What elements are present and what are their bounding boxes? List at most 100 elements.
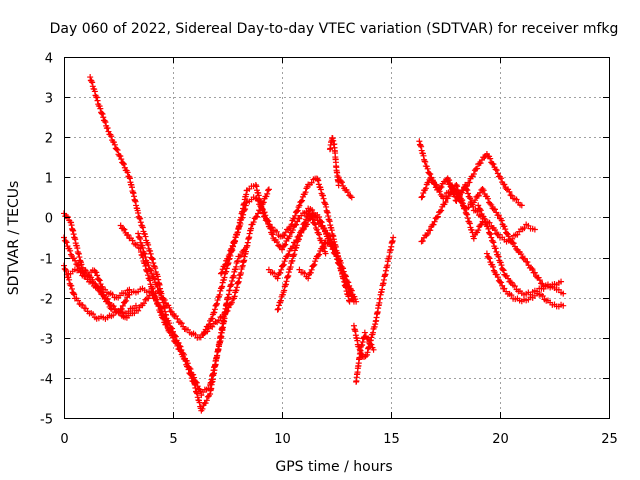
data-point: [507, 279, 514, 286]
data-point: [475, 202, 482, 209]
data-point: [322, 250, 329, 257]
data-point: [506, 188, 513, 195]
chart-title: Day 060 of 2022, Sidereal Day-to-day VTE…: [50, 21, 619, 37]
data-point: [281, 242, 288, 249]
data-point: [498, 217, 505, 224]
data-point: [370, 346, 377, 353]
data-point: [174, 315, 181, 322]
data-point: [118, 156, 125, 163]
data-point: [521, 255, 528, 262]
series-track-5: [87, 74, 248, 399]
data-point: [464, 187, 471, 194]
data-point: [108, 133, 115, 140]
data-point: [288, 221, 295, 228]
data-point: [338, 179, 345, 186]
data-point: [120, 161, 127, 168]
data-point: [455, 193, 462, 200]
data-point: [271, 270, 278, 277]
data-point: [110, 303, 117, 310]
data-point: [464, 211, 471, 218]
data-point: [96, 277, 103, 284]
data-point: [514, 231, 521, 238]
data-point: [145, 241, 152, 248]
data-point: [465, 190, 472, 197]
data-point: [281, 232, 288, 239]
data-point: [472, 197, 479, 204]
data-point: [226, 251, 233, 258]
data-point: [282, 241, 289, 248]
data-point: [238, 252, 245, 259]
data-point: [285, 226, 292, 233]
data-point: [438, 184, 445, 191]
data-point: [361, 329, 368, 336]
data-point: [211, 306, 218, 313]
y-tick-label: -5: [40, 413, 53, 428]
data-point: [423, 232, 430, 239]
data-point: [335, 260, 342, 267]
data-point: [253, 213, 260, 220]
data-point: [487, 155, 494, 162]
data-point: [142, 296, 149, 303]
data-point: [418, 194, 425, 201]
data-point: [68, 285, 75, 292]
data-point: [95, 276, 102, 283]
data-point: [169, 325, 176, 332]
data-point: [508, 192, 515, 199]
data-point: [424, 165, 431, 172]
data-point: [172, 338, 179, 345]
data-point: [311, 261, 318, 268]
data-point: [77, 269, 84, 276]
data-point: [114, 147, 121, 154]
data-point: [539, 292, 546, 299]
data-point: [153, 298, 160, 305]
data-point: [465, 204, 472, 211]
series-track-14: [335, 174, 355, 201]
data-point: [312, 221, 319, 228]
data-point: [113, 146, 120, 153]
data-point: [310, 262, 317, 269]
data-point: [320, 243, 327, 250]
series-track-4: [65, 266, 133, 301]
data-point: [365, 336, 372, 343]
data-point: [250, 219, 257, 226]
data-point: [293, 242, 300, 249]
data-point: [264, 190, 271, 197]
data-point: [118, 305, 125, 312]
data-point: [94, 272, 101, 279]
data-point: [296, 202, 303, 209]
data-point: [71, 291, 78, 298]
data-point: [494, 274, 501, 281]
data-point: [97, 105, 104, 112]
data-point: [126, 286, 133, 293]
data-point: [105, 128, 112, 135]
data-point: [419, 193, 426, 200]
data-point: [531, 226, 538, 233]
data-point: [151, 293, 158, 300]
data-point: [315, 177, 322, 184]
data-point: [476, 206, 483, 213]
data-point: [436, 188, 443, 195]
data-point: [492, 166, 499, 173]
data-point: [506, 236, 513, 243]
data-point: [492, 245, 499, 252]
data-point: [463, 210, 470, 217]
data-point: [231, 237, 238, 244]
data-point: [560, 302, 567, 309]
data-point: [219, 266, 226, 273]
data-point: [344, 189, 351, 196]
data-point: [275, 302, 282, 309]
data-point: [466, 193, 473, 200]
data-point: [487, 231, 494, 238]
data-point: [477, 160, 484, 167]
data-point: [164, 324, 171, 331]
data-point: [94, 97, 101, 104]
data-point: [477, 189, 484, 196]
data-point: [524, 259, 531, 266]
data-point: [478, 221, 485, 228]
data-point: [274, 306, 281, 313]
data-point: [462, 181, 469, 188]
data-point: [231, 238, 238, 245]
data-point: [490, 239, 497, 246]
data-point: [150, 274, 157, 281]
